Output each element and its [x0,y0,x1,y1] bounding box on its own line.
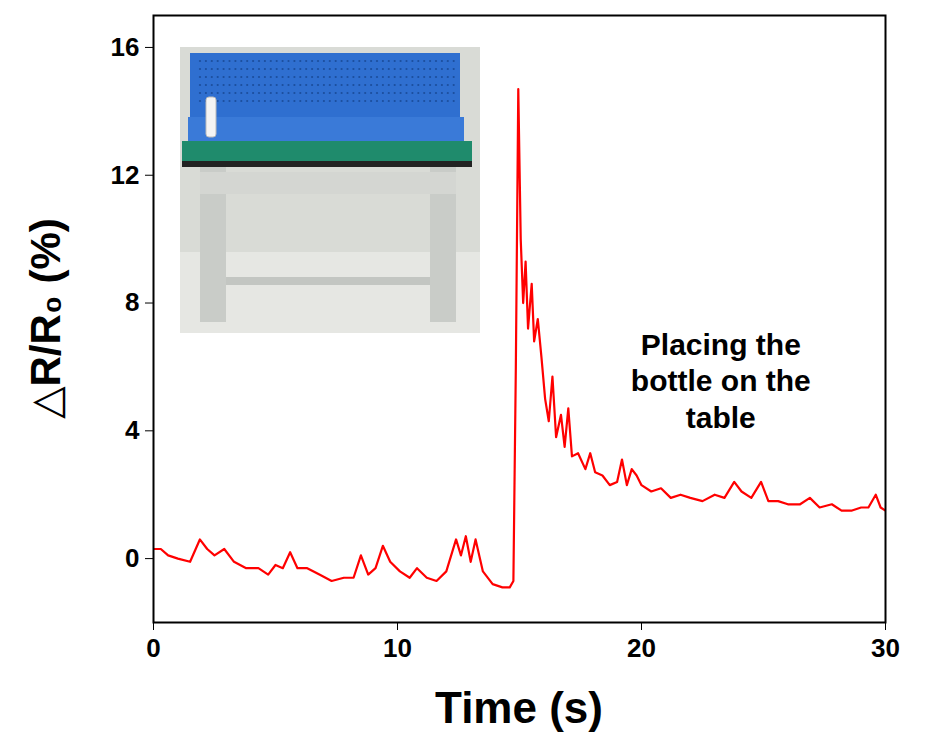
svg-text:0: 0 [146,633,160,663]
svg-text:16: 16 [111,32,140,62]
svg-text:10: 10 [383,633,412,663]
svg-text:8: 8 [125,287,139,317]
svg-text:12: 12 [111,160,140,190]
svg-text:30: 30 [871,633,900,663]
svg-text:20: 20 [627,633,656,663]
svg-text:4: 4 [125,415,140,445]
svg-text:Placing thebottle on thetable: Placing thebottle on thetable [631,328,811,434]
svg-text:△R/R₀ (%): △R/R₀ (%) [22,218,69,419]
svg-text:Time (s): Time (s) [435,683,603,732]
svg-text:0: 0 [125,543,139,573]
